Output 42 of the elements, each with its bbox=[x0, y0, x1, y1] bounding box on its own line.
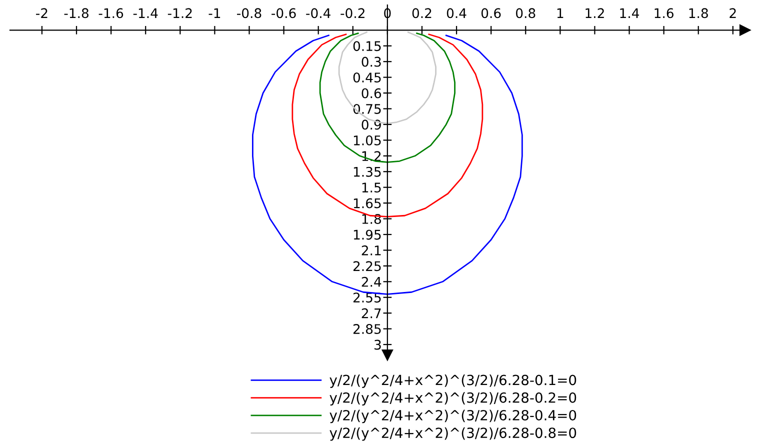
y-tick-label: 0.3 bbox=[362, 56, 381, 67]
y-tick-label: 2.1 bbox=[362, 245, 381, 256]
x-tick-label: 2 bbox=[730, 8, 736, 18]
x-tick-label: 0.4 bbox=[446, 8, 466, 18]
legend-label: y/2/(y^2/4+x^2)^(3/2)/6.28-0.1=0 bbox=[330, 374, 576, 388]
legend-label: y/2/(y^2/4+x^2)^(3/2)/6.28-0.4=0 bbox=[330, 410, 576, 424]
x-tick-label: 0.2 bbox=[412, 8, 432, 18]
x-tick-label: 1.2 bbox=[586, 8, 604, 18]
y-tick-label: 2.4 bbox=[362, 276, 382, 287]
x-tick-label: 0.6 bbox=[481, 8, 501, 18]
x-tick-label: 1.4 bbox=[620, 8, 640, 18]
line-series bbox=[319, 32, 456, 163]
y-tick-label: 1.5 bbox=[362, 182, 381, 193]
y-tick-label: 0.75 bbox=[353, 104, 381, 114]
y-tick-label: 1.05 bbox=[354, 135, 381, 146]
x-tick-label: -0.2 bbox=[340, 8, 364, 18]
y-tick-label: 3 bbox=[374, 340, 381, 350]
y-tick-label: 0.9 bbox=[362, 120, 381, 130]
y-tick-label: 1.35 bbox=[354, 166, 381, 177]
y-tick-label: 2.25 bbox=[353, 261, 381, 272]
legend-label: y/2/(y^2/4+x^2)^(3/2)/6.28-0.2=0 bbox=[330, 392, 576, 406]
x-tick-label: -2 bbox=[36, 8, 48, 18]
x-tick-label: -1.2 bbox=[168, 8, 192, 18]
y-tick-label: 2.85 bbox=[353, 324, 381, 334]
x-tick-label: -0.4 bbox=[306, 8, 330, 18]
x-tick-label: 1.8 bbox=[689, 8, 708, 18]
x-tick-label: -1 bbox=[208, 8, 220, 18]
y-tick-label: 2.7 bbox=[362, 308, 381, 318]
y-tick-label: 1.95 bbox=[354, 230, 381, 240]
x-tick-label: -1.6 bbox=[98, 8, 124, 18]
x-tick-label: -1.4 bbox=[133, 8, 158, 18]
x-tick-label: -1.8 bbox=[64, 8, 88, 18]
x-tick-label: -0.6 bbox=[272, 8, 296, 18]
x-tick-label: 1 bbox=[557, 8, 564, 18]
y-tick-label: 1.65 bbox=[354, 198, 381, 208]
x-tick-label: -0.8 bbox=[237, 8, 262, 18]
legend-label: y/2/(y^2/4+x^2)^(3/2)/6.28-0.8=0 bbox=[330, 427, 576, 441]
y-tick-label: 0.6 bbox=[362, 88, 382, 98]
x-tick-label: 0.8 bbox=[516, 8, 536, 18]
y-tick-label: 0.45 bbox=[353, 72, 381, 83]
y-tick-label: 0.15 bbox=[353, 41, 381, 52]
x-tick-label: 1.6 bbox=[654, 8, 674, 18]
